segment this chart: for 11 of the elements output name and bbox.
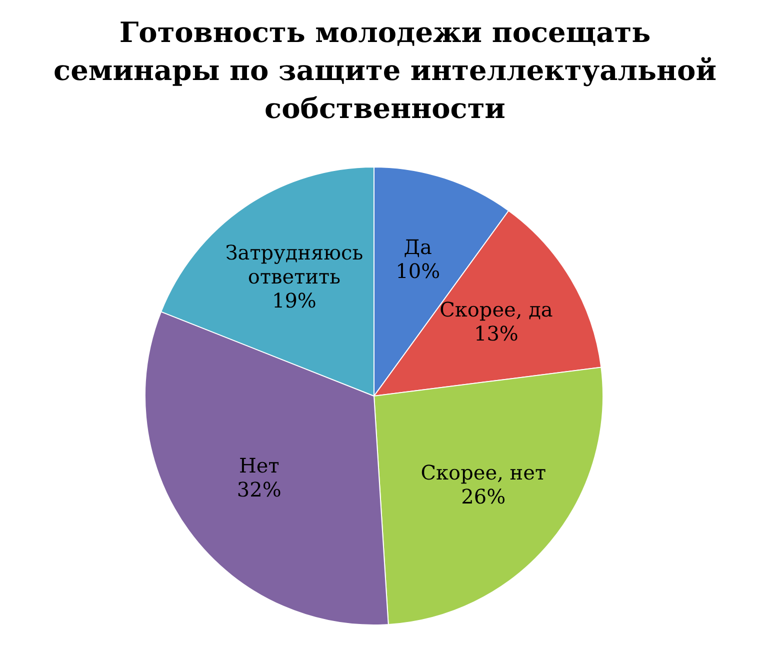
- slice-label: Скорее, нет: [420, 460, 546, 485]
- data-label: 10%: [396, 259, 440, 284]
- data-label: 13%: [474, 322, 518, 346]
- data-label: 19%: [272, 288, 316, 313]
- slice-label: Да: [404, 235, 432, 260]
- data-label: 32%: [236, 478, 282, 502]
- slice-label: Скорее, да: [440, 298, 553, 322]
- slice-label: Затрудняюсь ответить: [225, 240, 364, 289]
- chart-title: Готовность молодежи посещать семинары по защите интеллектуальной собственности: [54, 16, 716, 125]
- data-label: 26%: [461, 484, 506, 509]
- slice-label: Нет: [238, 454, 280, 478]
